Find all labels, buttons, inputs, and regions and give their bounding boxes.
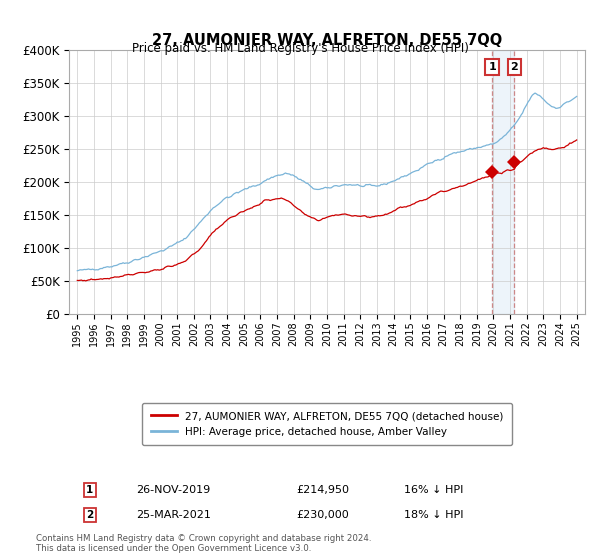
Text: 16% ↓ HPI: 16% ↓ HPI <box>404 485 464 495</box>
Text: Contains HM Land Registry data © Crown copyright and database right 2024.
This d: Contains HM Land Registry data © Crown c… <box>36 534 371 553</box>
Text: 1: 1 <box>86 485 93 495</box>
Text: Price paid vs. HM Land Registry's House Price Index (HPI): Price paid vs. HM Land Registry's House … <box>131 42 469 55</box>
Text: 26-NOV-2019: 26-NOV-2019 <box>136 485 211 495</box>
Text: £230,000: £230,000 <box>296 510 349 520</box>
Text: 18% ↓ HPI: 18% ↓ HPI <box>404 510 464 520</box>
Text: 2: 2 <box>511 62 518 72</box>
Legend: 27, AUMONIER WAY, ALFRETON, DE55 7QQ (detached house), HPI: Average price, detac: 27, AUMONIER WAY, ALFRETON, DE55 7QQ (de… <box>142 403 512 445</box>
Title: 27, AUMONIER WAY, ALFRETON, DE55 7QQ: 27, AUMONIER WAY, ALFRETON, DE55 7QQ <box>152 33 502 48</box>
Bar <box>492 50 514 314</box>
Text: 25-MAR-2021: 25-MAR-2021 <box>136 510 211 520</box>
Text: 1: 1 <box>488 62 496 72</box>
Text: 2: 2 <box>86 510 93 520</box>
Text: £214,950: £214,950 <box>296 485 349 495</box>
